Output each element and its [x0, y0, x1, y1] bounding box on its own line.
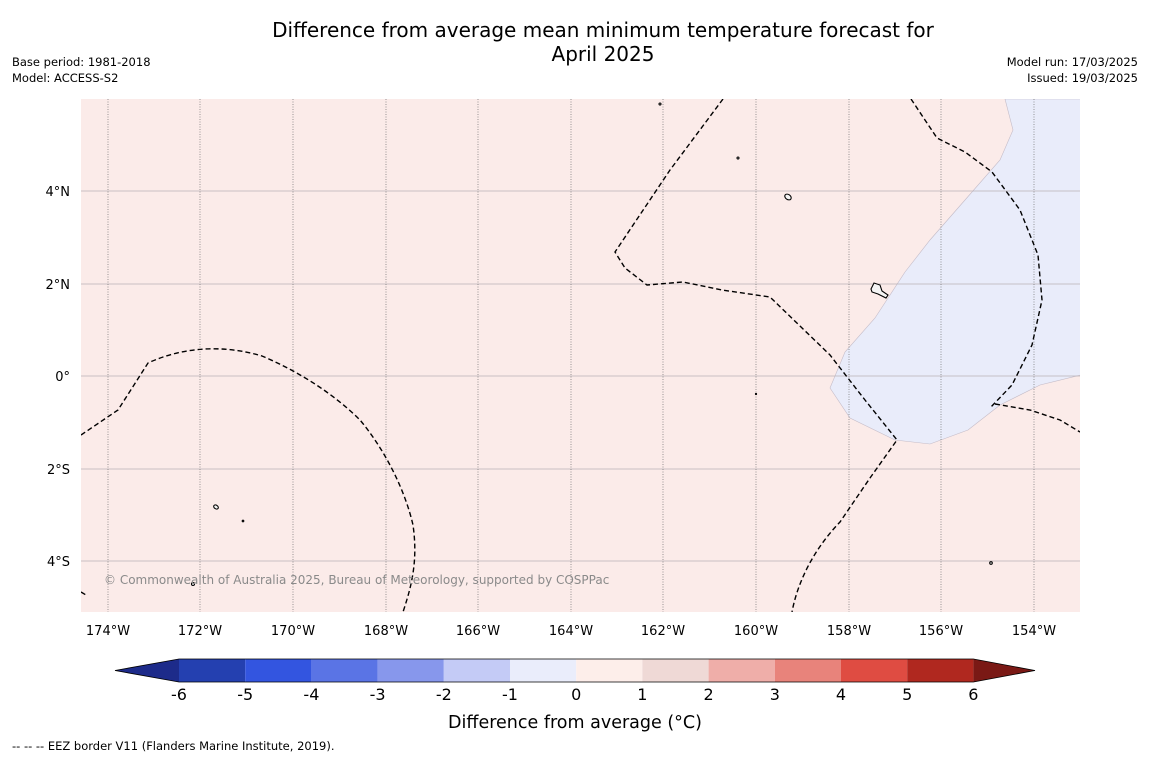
colorbar-bin — [179, 659, 246, 682]
lat-label-4s: 4°S — [47, 555, 70, 570]
lon-label-174w: 174°W — [86, 624, 130, 639]
lon-label-156w: 156°W — [919, 624, 963, 639]
longitude-gridlines — [107, 99, 1035, 612]
cool-anomaly-region — [829, 99, 1080, 445]
colorbar-outline — [114, 658, 1036, 683]
colorbar — [114, 658, 1036, 683]
colorbar-bin — [774, 659, 841, 682]
colorbar-tick-label: 4 — [836, 685, 846, 704]
colorbar-bin — [311, 659, 378, 682]
colorbar-bin — [907, 659, 974, 682]
forecast-map: © Commonwealth of Australia 2025, Bureau… — [46, 99, 1080, 733]
colorbar-tick-label: -1 — [502, 685, 518, 704]
colorbar-extend-high — [973, 659, 1035, 682]
colorbar-tick-label: 2 — [704, 685, 714, 704]
eez-borders — [81, 99, 1080, 612]
issued-date: Issued: 19/03/2025 — [1027, 71, 1138, 85]
colorbar-tick-label: 0 — [571, 685, 581, 704]
colorbar-tick-label: 5 — [902, 685, 912, 704]
colorbar-tick-label: -3 — [370, 685, 386, 704]
colorbar-tick-label: -5 — [237, 685, 253, 704]
lon-label-158w: 158°W — [827, 624, 871, 639]
lon-label-160w: 160°W — [734, 624, 778, 639]
lon-label-166w: 166°W — [456, 624, 500, 639]
longitude-labels: 174°W 172°W 170°W 168°W 166°W 164°W 162°… — [86, 624, 1056, 639]
model-run: Model run: 17/03/2025 — [1006, 55, 1138, 69]
colorbar-bin — [642, 659, 709, 682]
lon-label-172w: 172°W — [178, 624, 222, 639]
colorbar-extend-low — [115, 659, 179, 682]
meta-left: Base period: 1981-2018 Model: ACCESS-S2 — [12, 54, 151, 86]
eez-legend-footer: -- -- -- EEZ border V11 (Flanders Marine… — [12, 739, 335, 753]
model-name: Model: ACCESS-S2 — [12, 71, 119, 85]
copyright-text: © Commonwealth of Australia 2025, Bureau… — [104, 573, 609, 587]
colorbar-tick-label: 3 — [770, 685, 780, 704]
colorbar-tick-label: -2 — [436, 685, 452, 704]
map-title: Difference from average mean minimum tem… — [272, 18, 934, 66]
lon-label-168w: 168°W — [364, 624, 408, 639]
colorbar-tick-label: 1 — [637, 685, 647, 704]
lat-label-0: 0° — [55, 370, 70, 385]
lon-label-170w: 170°W — [271, 624, 315, 639]
colorbar-bin — [510, 659, 577, 682]
islands — [190, 102, 993, 587]
meta-right: Model run: 17/03/2025 Issued: 19/03/2025 — [1007, 54, 1138, 86]
colorbar-tick-label: -6 — [171, 685, 187, 704]
lon-label-164w: 164°W — [549, 624, 593, 639]
colorbar-tick-labels: -6 -5 -4 -3 -2 -1 0 1 2 3 4 5 6 — [171, 685, 978, 704]
lat-label-2s: 2°S — [47, 463, 70, 478]
colorbar-bin — [443, 659, 510, 682]
colorbar-bin — [377, 659, 444, 682]
colorbar-tick-label: 6 — [968, 685, 978, 704]
lon-label-154w: 154°W — [1012, 624, 1056, 639]
lon-label-162w: 162°W — [641, 624, 685, 639]
latitude-gridlines — [81, 190, 1080, 562]
base-period: Base period: 1981-2018 — [12, 55, 151, 69]
lat-label-4n: 4°N — [46, 185, 71, 200]
colorbar-bin — [245, 659, 312, 682]
colorbar-tick-label: -4 — [303, 685, 319, 704]
lat-label-2n: 2°N — [46, 278, 71, 293]
latitude-labels: 4°N 2°N 0° 2°S 4°S — [46, 185, 71, 570]
colorbar-bin — [841, 659, 908, 682]
colorbar-title: Difference from average (°C) — [448, 713, 702, 733]
colorbar-bin — [708, 659, 775, 682]
colorbar-bin — [576, 659, 643, 682]
